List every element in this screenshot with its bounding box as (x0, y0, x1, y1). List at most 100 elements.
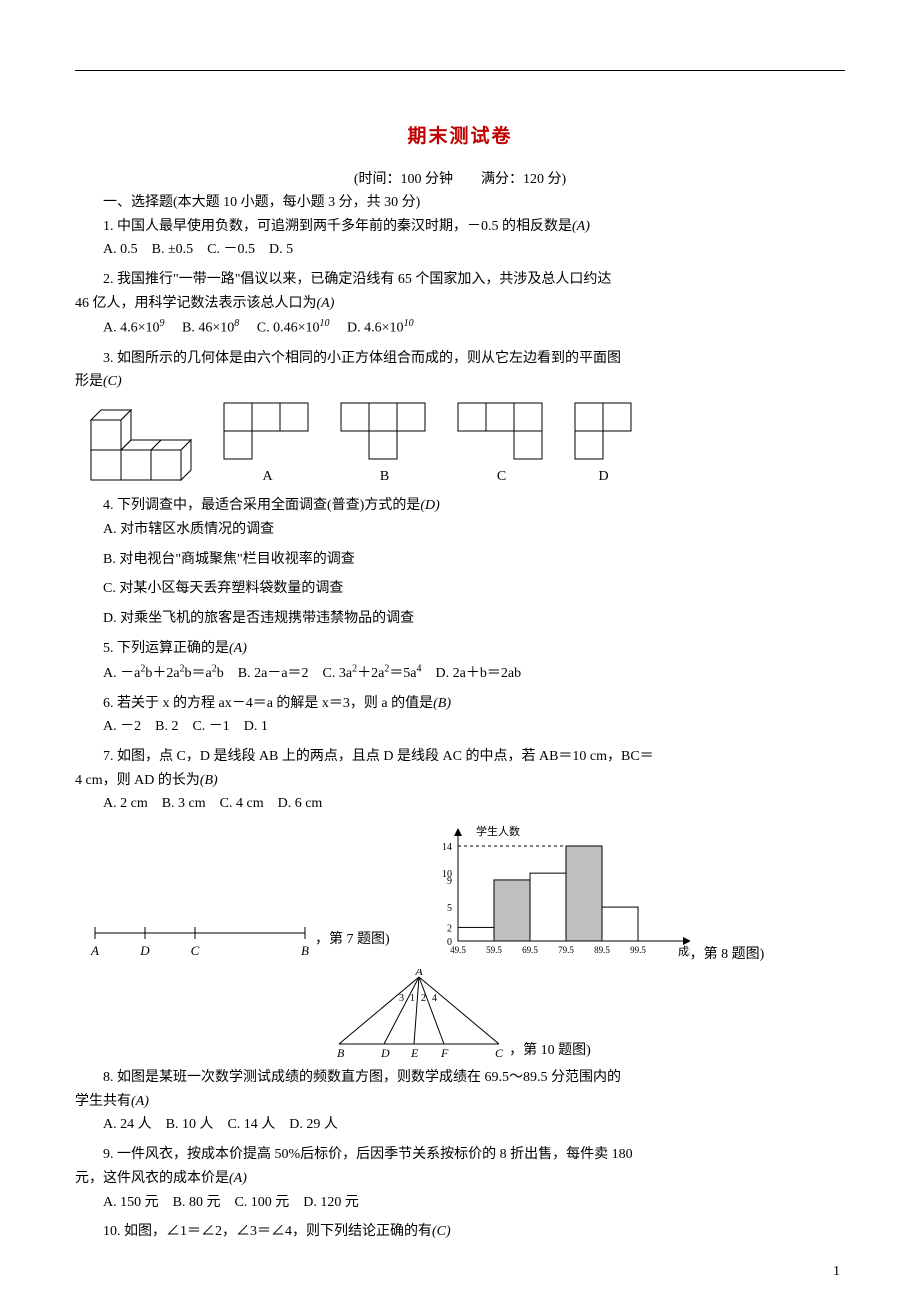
q6-ans: (B) (433, 696, 451, 711)
page-title: 期末测试卷 (75, 121, 845, 148)
q5-ans: (A) (229, 641, 247, 656)
q4-c: C. 对某小区每天丢弃塑料袋数量的调查 (75, 578, 845, 600)
q7-D: D (139, 943, 150, 958)
q3-figures: A B C (83, 399, 845, 485)
q1-body: 1. 中国人最早使用负数，可追溯到两千多年前的秦汉时期，－0.5 的相反数是 (103, 219, 572, 234)
q10-1: 1 (410, 993, 415, 1004)
q2-d-e: 10 (404, 318, 414, 329)
q8-figlabel: ，第 8 题图) (690, 943, 765, 963)
q3-option-d: D (571, 399, 636, 485)
q10-B: B (337, 1046, 345, 1059)
section-heading: 一、选择题(本大题 10 小题，每小题 3 分，共 30 分) (75, 192, 845, 214)
q10-E: E (410, 1046, 419, 1059)
q4-text: 4. 下列调查中，最适合采用全面调查(普查)方式的是(D) (75, 495, 845, 517)
svg-text:10: 10 (442, 869, 452, 880)
q7-options: A. 2 cm B. 3 cm C. 4 cm D. 6 cm (75, 793, 845, 815)
q4-body: 4. 下列调查中，最适合采用全面调查(普查)方式的是 (103, 498, 420, 513)
q3-a-shape (220, 399, 315, 464)
q10-ans: (C) (432, 1224, 451, 1239)
q8-histogram: 学生人数成绩0259101449.559.569.579.589.599.5 (420, 823, 690, 963)
q2-b-e: 8 (234, 318, 239, 329)
q5-body: 5. 下列运算正确的是 (103, 641, 229, 656)
q1-options: A. 0.5 B. ±0.5 C. －0.5 D. 5 (75, 239, 845, 261)
q2-a-e: 9 (160, 318, 165, 329)
top-horizontal-rule (75, 70, 845, 71)
q2-c-l: C (257, 321, 266, 336)
q3-option-b: B (337, 399, 432, 485)
q3-ans: (C) (103, 374, 122, 389)
q7-figure: A D C B ，第 7 题图) (85, 913, 390, 963)
q8-line1: 8. 如图是某班一次数学测试成绩的频数直方图，则数学成绩在 69.5～89.5 … (75, 1067, 845, 1089)
q10-figlabel: ，第 10 题图) (509, 1039, 591, 1059)
q10-2: 2 (421, 993, 426, 1004)
q2-d-l: D (347, 321, 357, 336)
q3-line2: 形是(C) (75, 371, 845, 393)
svg-text:5: 5 (447, 903, 452, 914)
q3-d-shape (571, 399, 636, 464)
q10-A: A (414, 969, 423, 978)
timing-line: (时间：100 分钟 满分：120 分) (75, 168, 845, 188)
svg-text:79.5: 79.5 (558, 945, 574, 955)
fig-row-7-8: A D C B ，第 7 题图) 学生人数成绩0259101449.559.56… (85, 823, 845, 963)
q7-line2: 4 cm，则 AD 的长为(B) (75, 770, 845, 792)
q10-figure-row: A B D E F C 3 1 2 4 ，第 10 题图) (75, 969, 845, 1059)
q3-option-a: A (220, 399, 315, 485)
q3-d-label: D (571, 469, 636, 485)
q7-B: B (301, 943, 309, 958)
q5-options: A. －a2b＋2a2b＝a2b B. 2a－a＝2 C. 3a2＋2a2＝5a… (75, 661, 845, 684)
q7-ans: (B) (200, 773, 218, 788)
q8-options: A. 24 人 B. 10 人 C. 14 人 D. 29 人 (75, 1114, 845, 1136)
q3-option-c: C (454, 399, 549, 485)
q10-C: C (495, 1046, 504, 1059)
svg-text:2: 2 (447, 923, 452, 934)
q3-b-shape (337, 399, 432, 464)
q10-F: F (440, 1046, 449, 1059)
svg-text:69.5: 69.5 (522, 945, 538, 955)
svg-text:49.5: 49.5 (450, 945, 466, 955)
q2-options: A. 4.6×109 B. 46×108 C. 0.46×1010 D. 4.6… (75, 316, 845, 339)
q4-ans: (D) (420, 498, 439, 513)
q7-figlabel: ，第 7 题图) (315, 928, 390, 948)
q8-ans: (A) (131, 1094, 149, 1109)
q3-line1: 3. 如图所示的几何体是由六个相同的小正方体组合而成的，则从它左边看到的平面图 (75, 348, 845, 370)
q9-line2: 元，这件风衣的成本价是(A) (75, 1168, 845, 1190)
q2-a-v: . 4.6×10 (113, 321, 159, 336)
q2-d-v: . 4.6×10 (357, 321, 403, 336)
q2-b-l: B (182, 321, 191, 336)
q10-4: 4 (432, 993, 437, 1004)
q2-ans: (A) (317, 296, 335, 311)
q4-a: A. 对市辖区水质情况的调查 (75, 519, 845, 541)
q7-line-segment: A D C B (85, 913, 315, 963)
q6-body: 6. 若关于 x 的方程 ax－4＝a 的解是 x＝3，则 a 的值是 (103, 696, 433, 711)
q8-figure: 学生人数成绩0259101449.559.569.579.589.599.5 ，… (420, 823, 765, 963)
q10-D: D (380, 1046, 390, 1059)
q7-C: C (191, 943, 200, 958)
svg-text:学生人数: 学生人数 (476, 824, 520, 838)
svg-text:59.5: 59.5 (486, 945, 502, 955)
page-number: 1 (833, 1264, 840, 1280)
q2-c-e: 10 (320, 318, 330, 329)
q9-line1: 9. 一件风衣，按成本价提高 50%后标价，后因季节关系按标价的 8 折出售，每… (75, 1144, 845, 1166)
q3-solid-icon (83, 400, 198, 485)
q10-text: 10. 如图，∠1＝∠2，∠3＝∠4，则下列结论正确的有(C) (75, 1221, 845, 1243)
q9-options: A. 150 元 B. 80 元 C. 100 元 D. 120 元 (75, 1192, 845, 1214)
q6-text: 6. 若关于 x 的方程 ax－4＝a 的解是 x＝3，则 a 的值是(B) (75, 693, 845, 715)
q1-text: 1. 中国人最早使用负数，可追溯到两千多年前的秦汉时期，－0.5 的相反数是(A… (75, 216, 845, 238)
svg-text:14: 14 (442, 842, 452, 853)
q2-line2: 46 亿人，用科学记数法表示该总人口为(A) (75, 293, 845, 315)
q10-3: 3 (399, 993, 404, 1004)
svg-text:89.5: 89.5 (594, 945, 610, 955)
q3-body2: 形是 (75, 374, 103, 389)
q8-line2: 学生共有(A) (75, 1091, 845, 1113)
q3-a-label: A (220, 469, 315, 485)
q2-line1: 2. 我国推行"一带一路"倡议以来，已确定沿线有 65 个国家加入，共涉及总人口… (75, 269, 845, 291)
svg-text:99.5: 99.5 (630, 945, 646, 955)
q9-ans: (A) (229, 1171, 247, 1186)
q3-b-label: B (337, 469, 432, 485)
q7-line1: 7. 如图，点 C，D 是线段 AB 上的两点，且点 D 是线段 AC 的中点，… (75, 746, 845, 768)
q4-b: B. 对电视台"商城聚焦"栏目收视率的调查 (75, 549, 845, 571)
q1-opt-text: A. 0.5 B. ±0.5 C. －0.5 D. 5 (103, 242, 293, 257)
svg-text:成绩: 成绩 (678, 945, 690, 958)
q1-ans: (A) (572, 219, 590, 234)
q4-d: D. 对乘坐飞机的旅客是否违规携带违禁物品的调查 (75, 608, 845, 630)
